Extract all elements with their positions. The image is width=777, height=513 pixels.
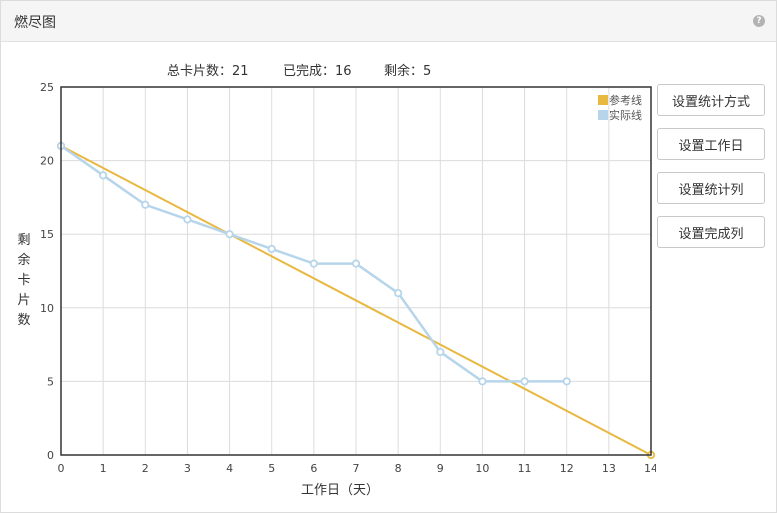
actual-point-8: [394, 288, 403, 298]
done-cards-stat: 已完成：16: [283, 60, 352, 79]
remaining-cards-label: 剩余：: [384, 64, 424, 79]
question-circle-icon[interactable]: ?: [753, 15, 765, 27]
x-tick-label-7: 7: [353, 462, 360, 475]
x-tick-label-11: 11: [518, 462, 532, 475]
y-axis-label-char-0: 剩: [17, 233, 30, 248]
set-workdays-button[interactable]: 设置工作日: [657, 128, 765, 160]
y-axis-label-char-1: 余: [17, 252, 30, 268]
x-tick-label-13: 13: [602, 462, 616, 475]
y-axis-label-char-4: 数: [17, 313, 30, 328]
actual-point-1: [99, 171, 108, 180]
legend-label-1: 实际线: [609, 108, 642, 122]
panel-title: 燃尽图: [14, 15, 56, 31]
x-tick-label-4: 4: [226, 462, 233, 475]
chart-grid: [61, 87, 651, 455]
actual-point-6: [309, 259, 318, 268]
panel-header: 燃尽图 ?: [1, 1, 776, 42]
y-axis-label-char-3: 片: [17, 293, 30, 308]
x-tick-labels: 0 1 2 3 4 5 6 7 8 9 10 11 12 13 14: [58, 462, 657, 475]
done-cards-value: 16: [335, 64, 352, 79]
total-cards-label: 总卡片数：: [167, 64, 233, 79]
x-tick-label-0: 0: [58, 462, 65, 475]
x-tick-label-8: 8: [395, 462, 402, 475]
set-stat-mode-button[interactable]: 设置统计方式: [657, 84, 765, 116]
actual-point-3: [183, 215, 192, 224]
total-cards-stat: 总卡片数：21: [167, 60, 249, 79]
x-tick-label-12: 12: [560, 462, 574, 475]
x-tick-label-1: 1: [100, 462, 107, 475]
actual-point-10: [478, 377, 487, 386]
y-tick-label-1: 5: [47, 375, 54, 388]
actual-point-11: [520, 377, 529, 386]
x-tick-label-14: 14: [644, 462, 656, 475]
y-tick-label-2: 10: [40, 302, 54, 315]
x-tick-label-3: 3: [184, 462, 191, 475]
x-tick-label-9: 9: [437, 462, 444, 475]
legend-label-0: 参考线: [609, 93, 642, 107]
y-tick-label-0: 0: [47, 449, 54, 462]
y-tick-labels: 0 5 10 15 20 25: [40, 81, 54, 462]
set-done-columns-button[interactable]: 设置完成列: [657, 216, 765, 248]
y-tick-label-5: 25: [40, 81, 54, 94]
x-tick-label-5: 5: [268, 462, 275, 475]
x-tick-label-2: 2: [142, 462, 149, 475]
reference-line: [60, 144, 652, 456]
plot-frame: [60, 86, 652, 456]
actual-point-5: [267, 244, 276, 254]
actual-point-2: [141, 200, 150, 209]
actual-point-7: [351, 259, 361, 268]
actual-series: [56, 141, 571, 386]
set-stat-columns-button[interactable]: 设置统计列: [657, 172, 765, 204]
remaining-cards-value: 5: [423, 64, 432, 79]
y-tick-label-3: 15: [40, 228, 54, 241]
y-axis-label-char-2: 卡: [17, 273, 30, 288]
x-tick-label-10: 10: [475, 462, 489, 475]
legend-swatch-1: [598, 110, 608, 120]
remaining-cards-stat: 剩余：5: [384, 60, 431, 79]
x-axis-label: 工作日（天）: [301, 483, 379, 498]
actual-point-9: [436, 347, 445, 357]
x-tick-label-6: 6: [310, 462, 317, 475]
y-tick-label-4: 20: [40, 155, 54, 168]
done-cards-label: 已完成：: [283, 64, 336, 79]
actual-point-12: [562, 377, 571, 386]
total-cards-value: 21: [232, 64, 249, 79]
legend-swatch-0: [598, 95, 608, 105]
actual-point-4: [225, 230, 234, 239]
